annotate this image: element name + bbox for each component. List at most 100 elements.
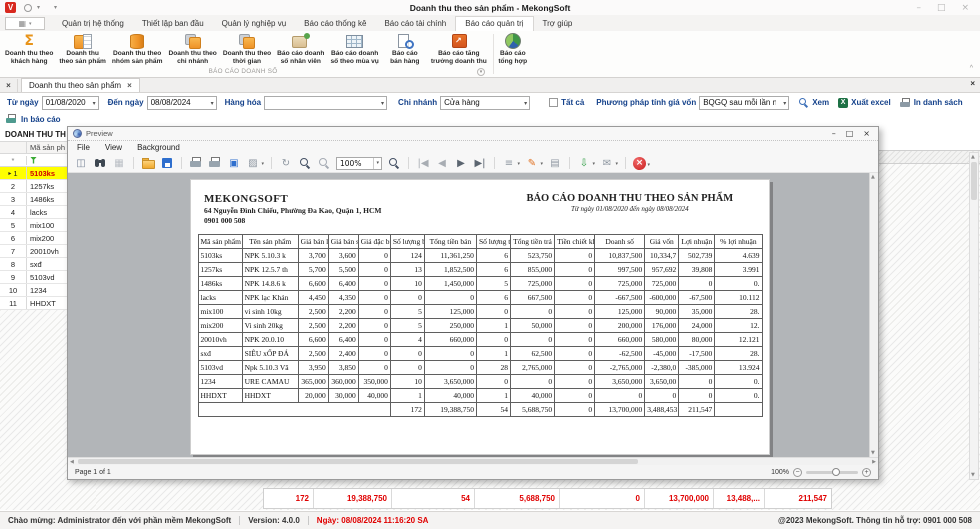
scrollbar-thumb[interactable] bbox=[971, 162, 977, 200]
cost-method-combo[interactable]: BQGQ sau mỗi lần nhậ... bbox=[699, 96, 789, 110]
highlight-fields-icon[interactable]: ✎▾ bbox=[525, 156, 539, 170]
preview-close-button[interactable] bbox=[863, 129, 870, 138]
ribbon-tab[interactable]: Báo cáo tài chính bbox=[375, 17, 455, 31]
copyright-text: @2023 MekongSoft. Thông tin hỗ trợ: 0901… bbox=[778, 516, 972, 525]
preview-vertical-scrollbar[interactable] bbox=[869, 173, 878, 457]
menu-item[interactable]: View bbox=[105, 143, 122, 152]
ribbon-button-doanh-thu-nhom-san-pham[interactable]: Doanh thu theo nhóm sản phẩm bbox=[109, 32, 166, 66]
zoom-tool-icon[interactable] bbox=[298, 156, 312, 170]
ribbon-button-doanh-so-mua-vu[interactable]: Báo cáo doanh số theo mùa vụ bbox=[327, 32, 381, 66]
next-page-icon[interactable]: ▶ bbox=[454, 156, 468, 170]
preview-status-bar: Page 1 of 1 100% bbox=[68, 465, 878, 479]
ribbon-button-doanh-thu-chi-nhanh[interactable]: Doanh thu theo chi nhánh bbox=[165, 32, 219, 66]
report-row: 1486ksNPK 14.8.6 k6,6006,4000101,450,000… bbox=[198, 277, 762, 291]
from-date-combo[interactable]: 01/08/2020 bbox=[42, 96, 99, 110]
select-all-checkbox-group[interactable]: Tất cả bbox=[549, 98, 584, 107]
print-report-link[interactable]: In báo cáo bbox=[0, 112, 980, 126]
save-icon[interactable] bbox=[160, 156, 174, 170]
group-dialog-launcher-icon[interactable] bbox=[477, 68, 485, 76]
ribbon-button-doanh-thu-thoi-gian[interactable]: Doanh thu theo thời gian bbox=[220, 32, 274, 66]
separator bbox=[181, 157, 182, 169]
quick-access-icon[interactable] bbox=[24, 4, 32, 12]
page-setup-icon[interactable]: ◫ bbox=[74, 156, 88, 170]
branch-combo[interactable]: Cửa hàng bbox=[440, 96, 530, 110]
ribbon-tab[interactable]: Thiết lập ban đầu bbox=[133, 17, 213, 31]
tab-close-icon[interactable] bbox=[127, 81, 132, 90]
print-list-button[interactable]: In danh sách bbox=[900, 98, 963, 108]
first-page-icon[interactable]: |◀ bbox=[416, 156, 430, 170]
view-button[interactable]: Xem bbox=[799, 98, 829, 108]
close-button[interactable] bbox=[961, 3, 969, 13]
report-row: 5103ksNPK 5.10.3 k3,7003,600012411,361,2… bbox=[198, 249, 762, 263]
ribbon-button-doanh-so-nhan-vien[interactable]: Báo cáo doanh số nhân viên bbox=[274, 32, 327, 66]
maximize-button[interactable] bbox=[937, 3, 946, 13]
menu-item[interactable]: Background bbox=[137, 143, 180, 152]
thumbnails-icon[interactable]: ▦ bbox=[112, 156, 126, 170]
outline-icon[interactable]: ≡▾ bbox=[502, 156, 516, 170]
find-icon[interactable] bbox=[93, 156, 107, 170]
ribbon-button-doanh-thu-san-pham[interactable]: Doanh thu theo sản phẩm bbox=[56, 32, 109, 66]
product-label: Hàng hóa bbox=[225, 98, 261, 107]
menu-item[interactable]: File bbox=[77, 143, 90, 152]
growth-icon bbox=[449, 33, 469, 49]
zoom-combo[interactable]: 100%▾ bbox=[336, 157, 382, 170]
quick-access-dropdown-icon[interactable] bbox=[37, 4, 40, 11]
scrollbar-thumb[interactable] bbox=[78, 459, 638, 464]
ribbon-button-doanh-thu-khach-hang[interactable]: Doanh thu theo khách hàng bbox=[2, 32, 56, 66]
ribbon-tab[interactable]: Quản lý nghiệp vụ bbox=[213, 17, 296, 31]
print-icon[interactable] bbox=[189, 156, 203, 170]
zoom-in-icon[interactable] bbox=[387, 156, 401, 170]
ribbon-tab[interactable]: Báo cáo thống kê bbox=[295, 17, 375, 31]
product-combo[interactable] bbox=[264, 96, 387, 110]
ribbon-button-bao-cao-ban-hang[interactable]: Báo cáo bán hàng bbox=[382, 32, 428, 66]
company-name: MEKONGSOFT bbox=[204, 193, 503, 205]
excel-icon bbox=[838, 98, 848, 108]
minimize-button[interactable] bbox=[916, 3, 921, 13]
page-background-icon[interactable]: ▣ bbox=[227, 156, 241, 170]
ribbon-tab[interactable]: Trợ giúp bbox=[534, 17, 582, 31]
summary-cell: 211,547 bbox=[764, 489, 831, 508]
export-icon[interactable]: ⇩▾ bbox=[577, 156, 591, 170]
zoom-slider[interactable] bbox=[806, 471, 858, 474]
prev-page-icon[interactable]: ◀ bbox=[435, 156, 449, 170]
preview-horizontal-scrollbar[interactable] bbox=[68, 457, 878, 465]
zoom-slider-thumb[interactable] bbox=[832, 468, 840, 476]
quick-print-icon[interactable] bbox=[208, 156, 222, 170]
ribbon: Doanh thu theo khách hàng Doanh thu theo… bbox=[0, 31, 980, 78]
zoom-out-icon[interactable] bbox=[317, 156, 331, 170]
preview-maximize-button[interactable] bbox=[846, 129, 854, 138]
ribbon-button-tang-truong-doanh-thu[interactable]: Báo cáo tăng trưởng doanh thu bbox=[428, 32, 490, 66]
toolbar-options-dropdown-icon[interactable] bbox=[54, 4, 57, 11]
ribbon-tab[interactable]: Quản trị hệ thống bbox=[53, 17, 133, 31]
watermark-icon[interactable]: ▨▾ bbox=[246, 156, 260, 170]
ribbon-tab[interactable]: Báo cáo quản trị bbox=[455, 16, 533, 31]
summary-cell: 54 bbox=[391, 489, 474, 508]
email-icon[interactable]: ✉▾ bbox=[600, 156, 614, 170]
tab-doanh-thu-theo-san-pham[interactable]: Doanh thu theo sản phẩm bbox=[21, 78, 140, 92]
export-excel-button[interactable]: Xuất excel bbox=[838, 98, 891, 108]
text-view-icon[interactable]: ▤ bbox=[548, 156, 562, 170]
report-date-range: Từ ngày 01/08/2020 đến ngày 08/08/2024 bbox=[503, 205, 757, 213]
grid-vertical-scrollbar[interactable] bbox=[969, 152, 979, 480]
close-tab-button-left[interactable] bbox=[0, 79, 18, 92]
sales-icon bbox=[395, 33, 415, 49]
last-page-icon[interactable]: ▶| bbox=[473, 156, 487, 170]
ribbon-button-bao-cao-tong-hop[interactable]: Báo cáo tổng hợp bbox=[490, 32, 536, 66]
app-menu-button[interactable] bbox=[5, 17, 45, 30]
preview-title-bar[interactable]: Preview bbox=[68, 127, 878, 141]
from-date-label: Từ ngày bbox=[7, 98, 39, 107]
open-icon[interactable] bbox=[141, 156, 155, 170]
refresh-icon[interactable]: ↻ bbox=[279, 156, 293, 170]
zoom-in-button[interactable] bbox=[862, 468, 871, 477]
select-all-checkbox[interactable] bbox=[549, 98, 558, 107]
to-date-combo[interactable]: 08/08/2024 bbox=[147, 96, 217, 110]
close-tab-button-right[interactable] bbox=[970, 79, 975, 88]
zoom-out-button[interactable] bbox=[793, 468, 802, 477]
filter-funnel-icon[interactable] bbox=[30, 157, 37, 164]
ribbon-collapse-icon[interactable] bbox=[970, 65, 973, 72]
close-preview-icon[interactable]: ▾ bbox=[633, 157, 646, 170]
summary-cell: 19,388,750 bbox=[313, 489, 391, 508]
preview-minimize-button[interactable] bbox=[832, 129, 836, 138]
branch-icon bbox=[183, 33, 203, 49]
ribbon-group-label: BÁO CÁO DOANH SỐ bbox=[0, 68, 486, 75]
